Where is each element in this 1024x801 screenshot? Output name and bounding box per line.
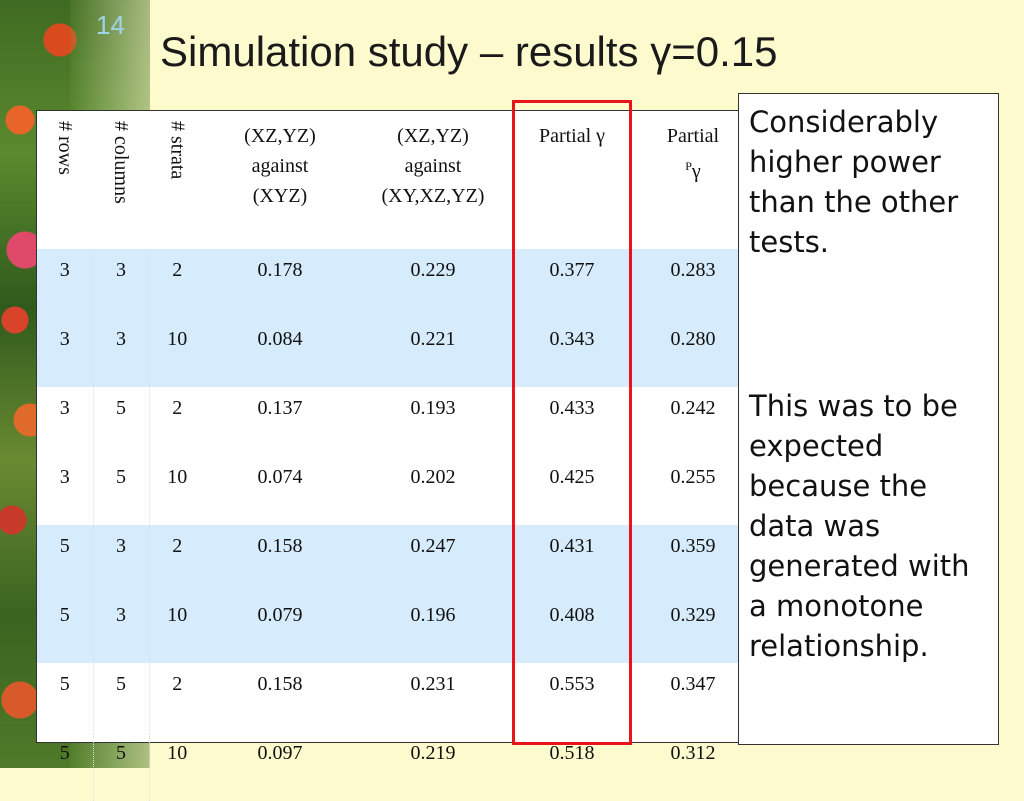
cell-strata: 2 <box>149 525 205 594</box>
cell-columns: 5 <box>93 456 150 525</box>
cell-partial-gamma: 0.433 <box>549 397 595 419</box>
cell-strata: 10 <box>149 594 205 663</box>
cell-partial-p-gamma: 0.347 <box>670 673 716 695</box>
cell-columns: 5 <box>93 387 150 456</box>
cell-strata: 10 <box>167 742 188 764</box>
cell-test-xyz: 0.158 <box>257 673 303 695</box>
cell-partial-gamma: 0.518 <box>549 742 595 764</box>
cell-test-xyz: 0.178 <box>205 249 355 318</box>
header-partial-p-gamma: Partial Pγ <box>666 125 720 183</box>
cell-test-xyz: 0.158 <box>205 525 355 594</box>
cell-rows: 5 <box>37 663 94 732</box>
table-row: 3 5 2 0.137 0.193 0.433 0.242 <box>37 387 753 456</box>
cell-test-xy-xz-yz: 0.221 <box>355 318 511 387</box>
cell-partial-p-gamma: 0.255 <box>670 466 716 488</box>
cell-test-xy-xz-yz: 0.202 <box>410 466 456 488</box>
results-table: # rows # columns # strata (XZ,YZ) agains… <box>37 111 754 801</box>
header-partial-gamma: Partial γ <box>538 125 606 147</box>
table-row: 5 5 2 0.158 0.231 0.553 0.347 <box>37 663 753 732</box>
cell-partial-gamma: 0.343 <box>511 318 633 387</box>
header-strata: # strata <box>166 121 189 180</box>
cell-partial-gamma: 0.553 <box>549 673 595 695</box>
cell-columns: 5 <box>93 663 150 732</box>
slide-number: 14 <box>96 10 125 40</box>
cell-partial-p-gamma: 0.359 <box>633 525 753 594</box>
cell-rows: 3 <box>37 456 94 525</box>
notes-box: Considerably higher power than the other… <box>738 93 999 745</box>
cell-columns: 3 <box>93 594 150 663</box>
cell-columns: 5 <box>93 732 150 801</box>
cell-rows: 5 <box>37 732 94 801</box>
results-table-body: 3 3 2 0.178 0.229 0.377 0.283 3 3 10 0.084 0.221 0.3… <box>37 249 753 801</box>
cell-test-xy-xz-yz: 0.247 <box>355 525 511 594</box>
table-row: 3 3 2 0.178 0.229 0.377 0.283 <box>37 249 753 318</box>
slide-title: Simulation study – results γ=0.15 <box>160 28 778 75</box>
cell-columns: 3 <box>93 249 150 318</box>
cell-rows: 3 <box>37 387 94 456</box>
cell-test-xyz: 0.079 <box>205 594 355 663</box>
cell-test-xy-xz-yz: 0.231 <box>410 673 456 695</box>
cell-test-xy-xz-yz: 0.229 <box>355 249 511 318</box>
partial-gamma-highlight-box <box>512 100 632 745</box>
table-row: 5 3 10 0.079 0.196 0.408 0.329 <box>37 594 753 663</box>
cell-rows: 3 <box>37 318 94 387</box>
cell-test-xyz: 0.074 <box>257 466 303 488</box>
header-test-xyz: (XZ,YZ) against (XYZ) <box>244 125 316 207</box>
cell-test-xyz: 0.137 <box>257 397 303 419</box>
cell-rows: 5 <box>37 525 94 594</box>
cell-columns: 3 <box>93 318 150 387</box>
cell-partial-p-gamma: 0.242 <box>670 397 716 419</box>
note-first: Considerably higher power than the other… <box>749 105 959 259</box>
table-header-row: # rows # columns # strata (XZ,YZ) agains… <box>37 111 753 249</box>
table-row: 5 5 10 0.097 0.219 0.518 0.312 <box>37 732 753 801</box>
cell-partial-gamma: 0.431 <box>511 525 633 594</box>
cell-partial-p-gamma: 0.329 <box>633 594 753 663</box>
header-test-xy-xz-yz: (XZ,YZ) against (XY,XZ,YZ) <box>381 125 485 207</box>
cell-test-xy-xz-yz: 0.219 <box>410 742 456 764</box>
results-table-container: # rows # columns # strata (XZ,YZ) agains… <box>36 110 754 801</box>
cell-rows: 5 <box>37 594 94 663</box>
cell-partial-p-gamma: 0.283 <box>633 249 753 318</box>
cell-columns: 3 <box>93 525 150 594</box>
cell-test-xy-xz-yz: 0.196 <box>355 594 511 663</box>
header-columns: # columns <box>93 111 150 249</box>
cell-strata: 10 <box>149 318 205 387</box>
cell-rows: 3 <box>37 249 94 318</box>
table-row: 5 3 2 0.158 0.247 0.431 0.359 <box>37 525 753 594</box>
cell-strata: 10 <box>167 466 188 488</box>
cell-partial-gamma: 0.425 <box>549 466 595 488</box>
cell-test-xy-xz-yz: 0.193 <box>410 397 456 419</box>
cell-partial-gamma: 0.408 <box>511 594 633 663</box>
table-row: 3 5 10 0.074 0.202 0.425 0.255 <box>37 456 753 525</box>
cell-strata: 2 <box>172 673 183 695</box>
cell-strata: 2 <box>172 397 183 419</box>
cell-strata: 2 <box>149 249 205 318</box>
cell-test-xyz: 0.097 <box>257 742 303 764</box>
cell-partial-gamma: 0.377 <box>511 249 633 318</box>
note-second: This was to be expected because the data… <box>749 389 970 663</box>
cell-test-xyz: 0.084 <box>205 318 355 387</box>
cell-partial-p-gamma: 0.312 <box>670 742 716 764</box>
table-row: 3 3 10 0.084 0.221 0.343 0.280 <box>37 318 753 387</box>
header-rows: # rows <box>37 111 94 249</box>
cell-partial-p-gamma: 0.280 <box>633 318 753 387</box>
